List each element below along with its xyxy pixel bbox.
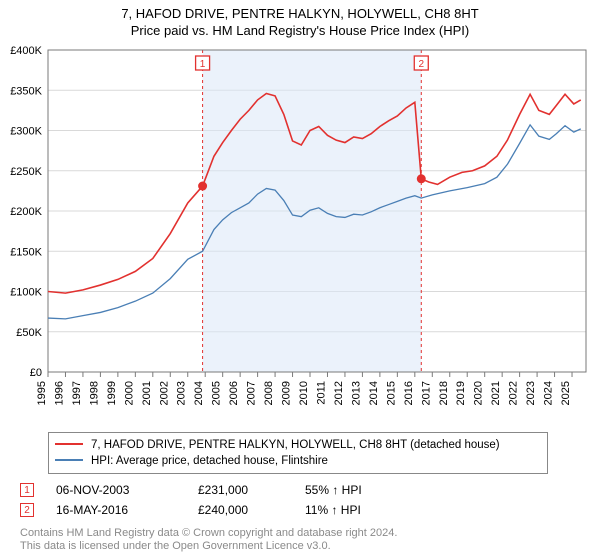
sale-pct: 55% ↑ HPI <box>305 483 395 497</box>
svg-text:2017: 2017 <box>420 381 432 405</box>
svg-text:£350K: £350K <box>10 85 42 97</box>
svg-text:1: 1 <box>200 59 206 70</box>
svg-text:2006: 2006 <box>228 381 240 405</box>
svg-text:£150K: £150K <box>10 246 42 258</box>
svg-text:2014: 2014 <box>368 381 380 405</box>
svg-text:1999: 1999 <box>106 381 118 405</box>
svg-text:2000: 2000 <box>123 381 135 405</box>
footer-line1: Contains HM Land Registry data © Crown c… <box>20 527 580 541</box>
svg-text:2013: 2013 <box>350 381 362 405</box>
sale-price: £231,000 <box>198 483 283 497</box>
svg-text:2016: 2016 <box>403 381 415 405</box>
svg-text:2019: 2019 <box>455 381 467 405</box>
svg-text:£200K: £200K <box>10 206 42 218</box>
svg-text:2: 2 <box>418 59 424 70</box>
svg-text:2009: 2009 <box>281 381 293 405</box>
sale-pct: 11% ↑ HPI <box>305 503 395 517</box>
legend: 7, HAFOD DRIVE, PENTRE HALKYN, HOLYWELL,… <box>48 432 548 474</box>
svg-text:2005: 2005 <box>211 381 223 405</box>
sale-date: 16-MAY-2016 <box>56 503 176 517</box>
chart-container: 7, HAFOD DRIVE, PENTRE HALKYN, HOLYWELL,… <box>0 0 600 560</box>
svg-text:2015: 2015 <box>385 381 397 405</box>
chart-area: £0 £50K £100K £150K £200K £250K £300K £350K £400… <box>0 44 600 424</box>
footer-line2: This data is licensed under the Open Gov… <box>20 540 580 554</box>
sale-marker-1-icon: 1 <box>20 483 34 497</box>
legend-swatch-hpi <box>55 455 83 468</box>
titles: 7, HAFOD DRIVE, PENTRE HALKYN, HOLYWELL,… <box>0 0 600 38</box>
svg-text:£100K: £100K <box>10 287 42 299</box>
svg-text:2025: 2025 <box>560 381 572 405</box>
svg-text:2024: 2024 <box>543 381 555 405</box>
legend-swatch-property <box>55 439 83 452</box>
svg-text:2008: 2008 <box>263 381 275 405</box>
title-subtitle: Price paid vs. HM Land Registry's House … <box>0 23 600 38</box>
svg-text:2020: 2020 <box>473 381 485 405</box>
legend-label-hpi: HPI: Average price, detached house, Flin… <box>91 455 328 467</box>
sale-price: £240,000 <box>198 503 283 517</box>
svg-text:2010: 2010 <box>298 381 310 405</box>
legend-label-property: 7, HAFOD DRIVE, PENTRE HALKYN, HOLYWELL,… <box>91 439 500 451</box>
svg-text:2002: 2002 <box>158 381 170 405</box>
legend-item-property: 7, HAFOD DRIVE, PENTRE HALKYN, HOLYWELL,… <box>55 437 541 453</box>
svg-text:2022: 2022 <box>508 381 520 405</box>
svg-text:2011: 2011 <box>315 381 327 405</box>
sale-date: 06-NOV-2003 <box>56 483 176 497</box>
svg-text:£50K: £50K <box>16 327 42 339</box>
svg-text:2012: 2012 <box>333 381 345 405</box>
svg-text:£0: £0 <box>30 367 42 379</box>
svg-text:2007: 2007 <box>246 381 258 405</box>
legend-item-hpi: HPI: Average price, detached house, Flin… <box>55 453 541 469</box>
svg-text:2018: 2018 <box>438 381 450 405</box>
svg-text:£400K: £400K <box>10 45 42 57</box>
svg-text:2021: 2021 <box>490 381 502 405</box>
svg-text:2004: 2004 <box>193 381 205 405</box>
svg-text:£300K: £300K <box>10 126 42 138</box>
sales-row: 2 16-MAY-2016 £240,000 11% ↑ HPI <box>20 500 580 520</box>
title-address: 7, HAFOD DRIVE, PENTRE HALKYN, HOLYWELL,… <box>0 6 600 21</box>
footer: Contains HM Land Registry data © Crown c… <box>20 527 580 555</box>
sale-marker-2-icon: 2 <box>20 503 34 517</box>
svg-text:2003: 2003 <box>176 381 188 405</box>
svg-text:1995: 1995 <box>36 381 48 405</box>
svg-text:1996: 1996 <box>53 381 65 405</box>
svg-text:1998: 1998 <box>88 381 100 405</box>
svg-text:2001: 2001 <box>141 381 153 405</box>
price-chart-svg: £0 £50K £100K £150K £200K £250K £300K £350K £400… <box>0 44 600 424</box>
svg-text:1997: 1997 <box>71 381 83 405</box>
svg-text:£250K: £250K <box>10 166 42 178</box>
sales-table: 1 06-NOV-2003 £231,000 55% ↑ HPI 2 16-MA… <box>20 480 580 520</box>
sales-row: 1 06-NOV-2003 £231,000 55% ↑ HPI <box>20 480 580 500</box>
svg-text:2023: 2023 <box>525 381 537 405</box>
